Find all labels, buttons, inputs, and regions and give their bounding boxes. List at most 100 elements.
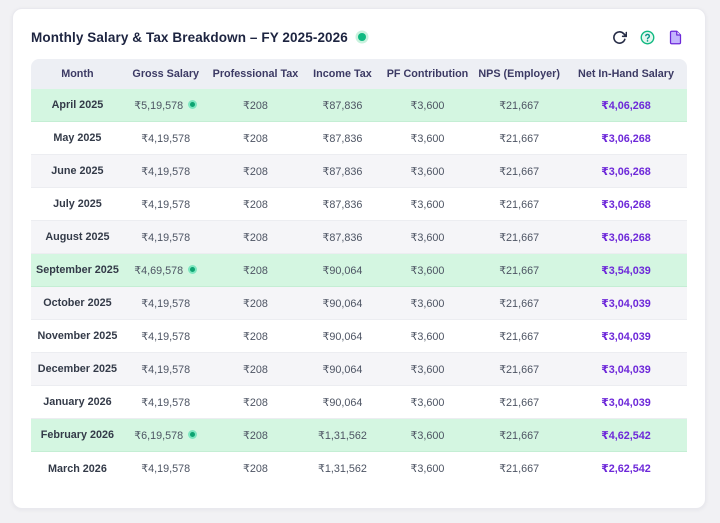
refresh-button[interactable] bbox=[611, 29, 627, 45]
cell-net-in-hand-salary: ₹2,62,542 bbox=[565, 452, 687, 485]
gross-value: ₹4,19,578 bbox=[141, 463, 191, 475]
cell-income-tax: ₹87,836 bbox=[303, 188, 382, 221]
header-actions bbox=[611, 29, 683, 45]
cell-professional-tax: ₹208 bbox=[207, 155, 304, 188]
cell-month: November 2025 bbox=[31, 320, 124, 353]
cell-income-tax: ₹87,836 bbox=[303, 89, 382, 122]
cell-income-tax: ₹90,064 bbox=[303, 254, 382, 287]
table-row: July 2025 ₹4,19,578 ₹208 ₹87,836 ₹3,600 … bbox=[31, 188, 687, 221]
cell-net-in-hand-salary: ₹3,04,039 bbox=[565, 353, 687, 386]
cell-professional-tax: ₹208 bbox=[207, 221, 304, 254]
cell-pf-contribution: ₹3,600 bbox=[381, 254, 474, 287]
salary-breakdown-card: Monthly Salary & Tax Breakdown – FY 2025… bbox=[12, 8, 706, 509]
salary-table: Month Gross Salary Professional Tax Income … bbox=[31, 59, 687, 485]
cell-professional-tax: ₹208 bbox=[207, 122, 304, 155]
cell-nps-employer: ₹21,667 bbox=[473, 254, 566, 287]
gross-value: ₹5,19,578 bbox=[134, 99, 184, 112]
cell-nps-employer: ₹21,667 bbox=[473, 386, 566, 419]
cell-gross-salary: ₹4,19,578 bbox=[123, 188, 208, 221]
cell-gross-salary: ₹4,19,578 bbox=[123, 452, 208, 485]
document-icon bbox=[669, 30, 681, 44]
help-button[interactable] bbox=[639, 29, 655, 45]
cell-month: June 2025 bbox=[31, 155, 124, 188]
cell-month: March 2026 bbox=[31, 452, 124, 485]
column-header-month: Month bbox=[31, 59, 124, 89]
cell-month: January 2026 bbox=[31, 386, 124, 419]
table-row: February 2026 ₹6,19,578 ₹208 ₹1,31,562 ₹… bbox=[31, 419, 687, 452]
column-header-income-tax: Income Tax bbox=[303, 59, 382, 89]
cell-month: October 2025 bbox=[31, 287, 124, 320]
cell-gross-salary: ₹4,19,578 bbox=[123, 287, 208, 320]
cell-pf-contribution: ₹3,600 bbox=[381, 188, 474, 221]
cell-professional-tax: ₹208 bbox=[207, 89, 304, 122]
cell-pf-contribution: ₹3,600 bbox=[381, 287, 474, 320]
cell-professional-tax: ₹208 bbox=[207, 254, 304, 287]
column-header-professional-tax: Professional Tax bbox=[207, 59, 304, 89]
cell-net-in-hand-salary: ₹3,06,268 bbox=[565, 122, 687, 155]
column-header-net-in-hand-salary: Net In-Hand Salary bbox=[565, 59, 687, 89]
cell-nps-employer: ₹21,667 bbox=[473, 89, 566, 122]
cell-professional-tax: ₹208 bbox=[207, 419, 304, 452]
cell-month: July 2025 bbox=[31, 188, 124, 221]
cell-gross-salary: ₹4,19,578 bbox=[123, 320, 208, 353]
table-row: November 2025 ₹4,19,578 ₹208 ₹90,064 ₹3,… bbox=[31, 320, 687, 353]
cell-net-in-hand-salary: ₹3,04,039 bbox=[565, 320, 687, 353]
cell-gross-salary: ₹4,19,578 bbox=[123, 155, 208, 188]
salary-hike-indicator-icon bbox=[188, 430, 198, 440]
cell-income-tax: ₹1,31,562 bbox=[303, 452, 382, 485]
cell-pf-contribution: ₹3,600 bbox=[381, 122, 474, 155]
cell-professional-tax: ₹208 bbox=[207, 452, 304, 485]
gross-value: ₹4,19,578 bbox=[141, 330, 191, 343]
cell-professional-tax: ₹208 bbox=[207, 188, 304, 221]
cell-pf-contribution: ₹3,600 bbox=[381, 386, 474, 419]
cell-professional-tax: ₹208 bbox=[207, 353, 304, 386]
gross-value: ₹4,19,578 bbox=[141, 396, 191, 409]
cell-pf-contribution: ₹3,600 bbox=[381, 320, 474, 353]
salary-hike-indicator-icon bbox=[188, 100, 198, 110]
gross-value: ₹4,19,578 bbox=[141, 231, 191, 244]
cell-income-tax: ₹1,31,562 bbox=[303, 419, 382, 452]
table-row: January 2026 ₹4,19,578 ₹208 ₹90,064 ₹3,6… bbox=[31, 386, 687, 419]
cell-pf-contribution: ₹3,600 bbox=[381, 452, 474, 485]
cell-nps-employer: ₹21,667 bbox=[473, 155, 566, 188]
cell-net-in-hand-salary: ₹3,04,039 bbox=[565, 287, 687, 320]
cell-pf-contribution: ₹3,600 bbox=[381, 419, 474, 452]
cell-net-in-hand-salary: ₹3,06,268 bbox=[565, 155, 687, 188]
cell-month: April 2025 bbox=[31, 89, 124, 122]
gross-value: ₹6,19,578 bbox=[134, 429, 184, 442]
cell-gross-salary: ₹4,19,578 bbox=[123, 122, 208, 155]
column-header-pf-contribution: PF Contribution bbox=[381, 59, 474, 89]
cell-net-in-hand-salary: ₹3,04,039 bbox=[565, 386, 687, 419]
gross-value: ₹4,19,578 bbox=[141, 198, 191, 211]
cell-professional-tax: ₹208 bbox=[207, 320, 304, 353]
cell-gross-salary: ₹4,19,578 bbox=[123, 353, 208, 386]
table-row: June 2025 ₹4,19,578 ₹208 ₹87,836 ₹3,600 … bbox=[31, 155, 687, 188]
cell-gross-salary: ₹6,19,578 bbox=[123, 419, 208, 452]
status-dot-icon bbox=[357, 33, 366, 41]
column-header-gross-salary: Gross Salary bbox=[123, 59, 208, 89]
gross-value: ₹4,69,578 bbox=[134, 264, 184, 277]
table-row: March 2026 ₹4,19,578 ₹208 ₹1,31,562 ₹3,6… bbox=[31, 452, 687, 485]
table-row: August 2025 ₹4,19,578 ₹208 ₹87,836 ₹3,60… bbox=[31, 221, 687, 254]
table-row: December 2025 ₹4,19,578 ₹208 ₹90,064 ₹3,… bbox=[31, 353, 687, 386]
cell-month: May 2025 bbox=[31, 122, 124, 155]
salary-hike-indicator-icon bbox=[188, 265, 198, 275]
cell-income-tax: ₹87,836 bbox=[303, 122, 382, 155]
cell-professional-tax: ₹208 bbox=[207, 386, 304, 419]
column-header-nps-employer: NPS (Employer) bbox=[473, 59, 566, 89]
cell-gross-salary: ₹5,19,578 bbox=[123, 89, 208, 122]
gross-value: ₹4,19,578 bbox=[141, 297, 191, 310]
cell-month: September 2025 bbox=[31, 254, 124, 287]
export-report-button[interactable] bbox=[667, 29, 683, 45]
cell-month: February 2026 bbox=[31, 419, 124, 452]
table-body: April 2025 ₹5,19,578 ₹208 ₹87,836 ₹3,600… bbox=[31, 89, 687, 485]
page-title: Monthly Salary & Tax Breakdown – FY 2025… bbox=[31, 29, 348, 45]
cell-month: December 2025 bbox=[31, 353, 124, 386]
cell-net-in-hand-salary: ₹3,54,039 bbox=[565, 254, 687, 287]
cell-income-tax: ₹90,064 bbox=[303, 353, 382, 386]
cell-net-in-hand-salary: ₹4,06,268 bbox=[565, 89, 687, 122]
gross-value: ₹4,19,578 bbox=[141, 363, 191, 376]
help-circle-icon bbox=[640, 30, 654, 44]
cell-nps-employer: ₹21,667 bbox=[473, 122, 566, 155]
cell-gross-salary: ₹4,19,578 bbox=[123, 386, 208, 419]
